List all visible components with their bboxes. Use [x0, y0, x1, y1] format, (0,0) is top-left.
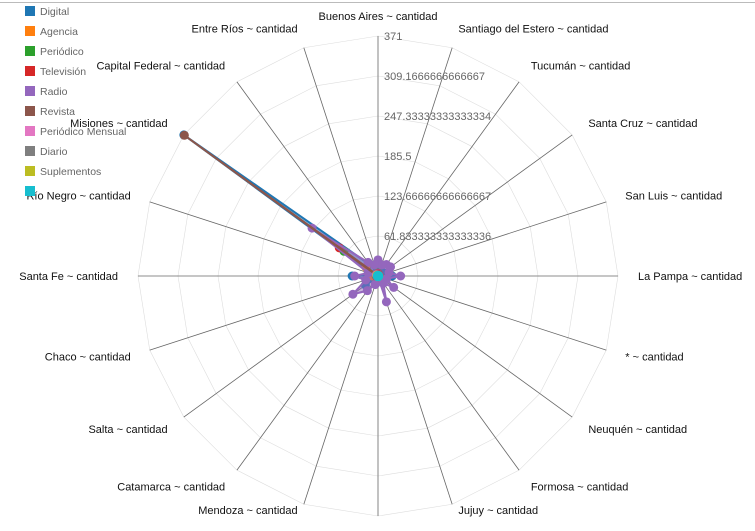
axis-spoke [377, 275, 607, 351]
data-point [370, 280, 380, 290]
tick-label: 309.1666666666667 [384, 71, 485, 83]
legend-swatch [25, 86, 35, 96]
data-point [348, 289, 358, 299]
axis-spoke [149, 275, 379, 351]
tick-label: 61.833333333333336 [384, 231, 491, 243]
axis-label: Misiones ~ cantidad [70, 118, 168, 130]
legend-label: Televisión [40, 66, 86, 78]
legend-label: Diario [40, 146, 68, 158]
axis-label: Santa Fe ~ cantidad [19, 271, 118, 283]
axis-spoke [377, 47, 453, 277]
axis-label: Salta ~ cantidad [88, 424, 167, 436]
legend-swatch [25, 66, 35, 76]
data-point [381, 297, 391, 307]
axis-label: Formosa ~ cantidad [531, 481, 629, 493]
chart-legend: Digital Agencia Periódico Televisión Radio Re… [25, 6, 126, 196]
data-point [179, 130, 189, 140]
data-point [373, 270, 383, 280]
axis-label: * ~ cantidad [625, 351, 683, 363]
radar-tick-labels: 61.833333333333336 123.66666666666667 185.… [384, 31, 491, 243]
radar-axis-labels: Buenos Aires ~ cantidad Santiago del Este… [19, 11, 742, 517]
axis-label: Mendoza ~ cantidad [198, 505, 297, 517]
axis-spoke [303, 47, 379, 277]
axis-label: Santa Cruz ~ cantidad [588, 118, 697, 130]
data-point [378, 278, 388, 288]
legend-swatch [25, 126, 35, 136]
legend-swatch [25, 46, 35, 56]
legend-swatch [25, 166, 35, 176]
axis-label: Neuquén ~ cantidad [588, 424, 687, 436]
axis-label: Catamarca ~ cantidad [117, 481, 225, 493]
legend-swatch [25, 26, 35, 36]
data-point [396, 271, 406, 281]
legend-label: Revista [40, 106, 75, 118]
axis-label: Tucumán ~ cantidad [531, 61, 631, 73]
axis-label: Santiago del Estero ~ cantidad [458, 24, 608, 36]
legend-swatch [25, 106, 35, 116]
legend-label: Suplementos [40, 166, 101, 178]
legend-swatch [25, 146, 35, 156]
axis-spoke [236, 275, 379, 471]
axis-spoke [377, 201, 607, 277]
axis-spoke [377, 275, 520, 471]
tick-label: 185.5 [384, 151, 412, 163]
axis-label: San Luis ~ cantidad [625, 191, 722, 203]
data-point [350, 271, 360, 281]
axis-spoke [377, 275, 573, 418]
legend-label: Digital [40, 6, 69, 18]
axis-label: Buenos Aires ~ cantidad [319, 11, 438, 23]
data-point [361, 275, 371, 285]
tick-label: 123.66666666666667 [384, 191, 491, 203]
axis-spoke [183, 275, 379, 418]
axis-label: La Pampa ~ cantidad [638, 271, 742, 283]
axis-spoke [377, 275, 453, 505]
axis-spoke [377, 81, 520, 277]
legend-swatch [25, 6, 35, 16]
axis-label: Río Negro ~ cantidad [26, 191, 130, 203]
axis-label: Jujuy ~ cantidad [458, 505, 538, 517]
axis-spoke [236, 81, 379, 277]
data-point [362, 286, 372, 296]
data-point [389, 282, 399, 292]
tick-label: 371 [384, 31, 402, 43]
data-point [369, 260, 379, 270]
legend-label: Periódico [40, 46, 84, 58]
legend-label: Radio [40, 86, 68, 98]
radar-series [179, 130, 406, 307]
series-area [183, 134, 380, 278]
legend-swatch [25, 186, 35, 196]
axis-label: Chaco ~ cantidad [45, 351, 131, 363]
legend-label: Periódico Mensual [40, 126, 126, 138]
axis-spoke [303, 275, 379, 505]
axis-label: Capital Federal ~ cantidad [96, 61, 225, 73]
axis-label: Entre Ríos ~ cantidad [192, 24, 298, 36]
legend-label: Agencia [40, 26, 78, 38]
axis-spoke [149, 201, 379, 277]
tick-label: 247.33333333333334 [384, 111, 491, 123]
axis-spoke [377, 134, 573, 277]
